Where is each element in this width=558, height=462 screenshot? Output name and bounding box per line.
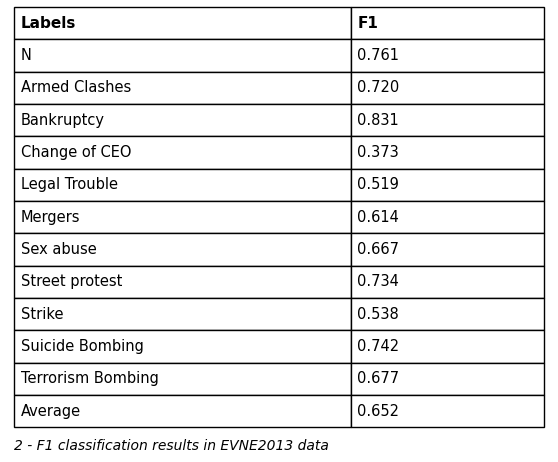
Text: 0.652: 0.652 <box>357 404 400 419</box>
Bar <box>14 72 350 104</box>
Bar <box>350 104 544 136</box>
Bar <box>350 39 544 72</box>
Bar <box>14 266 350 298</box>
Text: Change of CEO: Change of CEO <box>21 145 131 160</box>
Bar <box>14 136 350 169</box>
Bar <box>350 363 544 395</box>
Text: Labels: Labels <box>21 16 76 30</box>
Text: 2 - F1 classification results in EVNE2013 data: 2 - F1 classification results in EVNE201… <box>14 439 329 453</box>
Bar <box>14 201 350 233</box>
Bar <box>14 363 350 395</box>
Text: Legal Trouble: Legal Trouble <box>21 177 118 192</box>
Text: N: N <box>21 48 31 63</box>
Bar <box>350 395 544 427</box>
Text: 0.538: 0.538 <box>357 307 399 322</box>
Bar <box>14 298 350 330</box>
Bar <box>350 201 544 233</box>
Bar <box>350 233 544 266</box>
Bar <box>350 7 544 39</box>
Bar <box>350 266 544 298</box>
Text: Street protest: Street protest <box>21 274 122 289</box>
Text: Sex abuse: Sex abuse <box>21 242 97 257</box>
Text: 0.373: 0.373 <box>357 145 399 160</box>
Bar <box>350 298 544 330</box>
Text: 0.742: 0.742 <box>357 339 400 354</box>
Bar <box>350 72 544 104</box>
Bar <box>14 7 350 39</box>
Bar <box>350 330 544 363</box>
Text: Suicide Bombing: Suicide Bombing <box>21 339 143 354</box>
Text: 0.831: 0.831 <box>357 113 399 128</box>
Text: 0.667: 0.667 <box>357 242 400 257</box>
Text: Armed Clashes: Armed Clashes <box>21 80 131 95</box>
Text: Terrorism Bombing: Terrorism Bombing <box>21 371 158 386</box>
Bar <box>14 39 350 72</box>
Bar <box>14 104 350 136</box>
Text: 0.734: 0.734 <box>357 274 399 289</box>
Text: Mergers: Mergers <box>21 210 80 225</box>
Text: F1: F1 <box>357 16 378 30</box>
Text: Bankruptcy: Bankruptcy <box>21 113 105 128</box>
Bar <box>14 233 350 266</box>
Text: 0.519: 0.519 <box>357 177 399 192</box>
Bar <box>350 136 544 169</box>
Text: 0.720: 0.720 <box>357 80 400 95</box>
Text: Average: Average <box>21 404 81 419</box>
Bar <box>14 169 350 201</box>
Bar <box>350 169 544 201</box>
Text: 0.761: 0.761 <box>357 48 400 63</box>
Text: 0.677: 0.677 <box>357 371 400 386</box>
Bar <box>14 330 350 363</box>
Text: 0.614: 0.614 <box>357 210 399 225</box>
Bar <box>14 395 350 427</box>
Text: Strike: Strike <box>21 307 63 322</box>
